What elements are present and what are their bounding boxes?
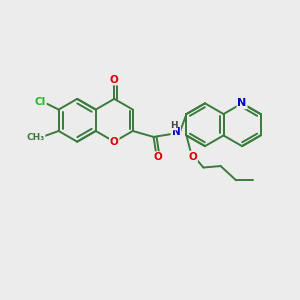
Text: H: H [170,121,177,130]
Text: O: O [188,152,197,161]
Text: O: O [110,75,118,85]
Text: N: N [172,128,180,137]
Text: O: O [153,152,162,162]
Text: CH₃: CH₃ [26,133,45,142]
Text: O: O [110,137,118,147]
Text: N: N [237,98,247,108]
Text: Cl: Cl [34,97,46,107]
